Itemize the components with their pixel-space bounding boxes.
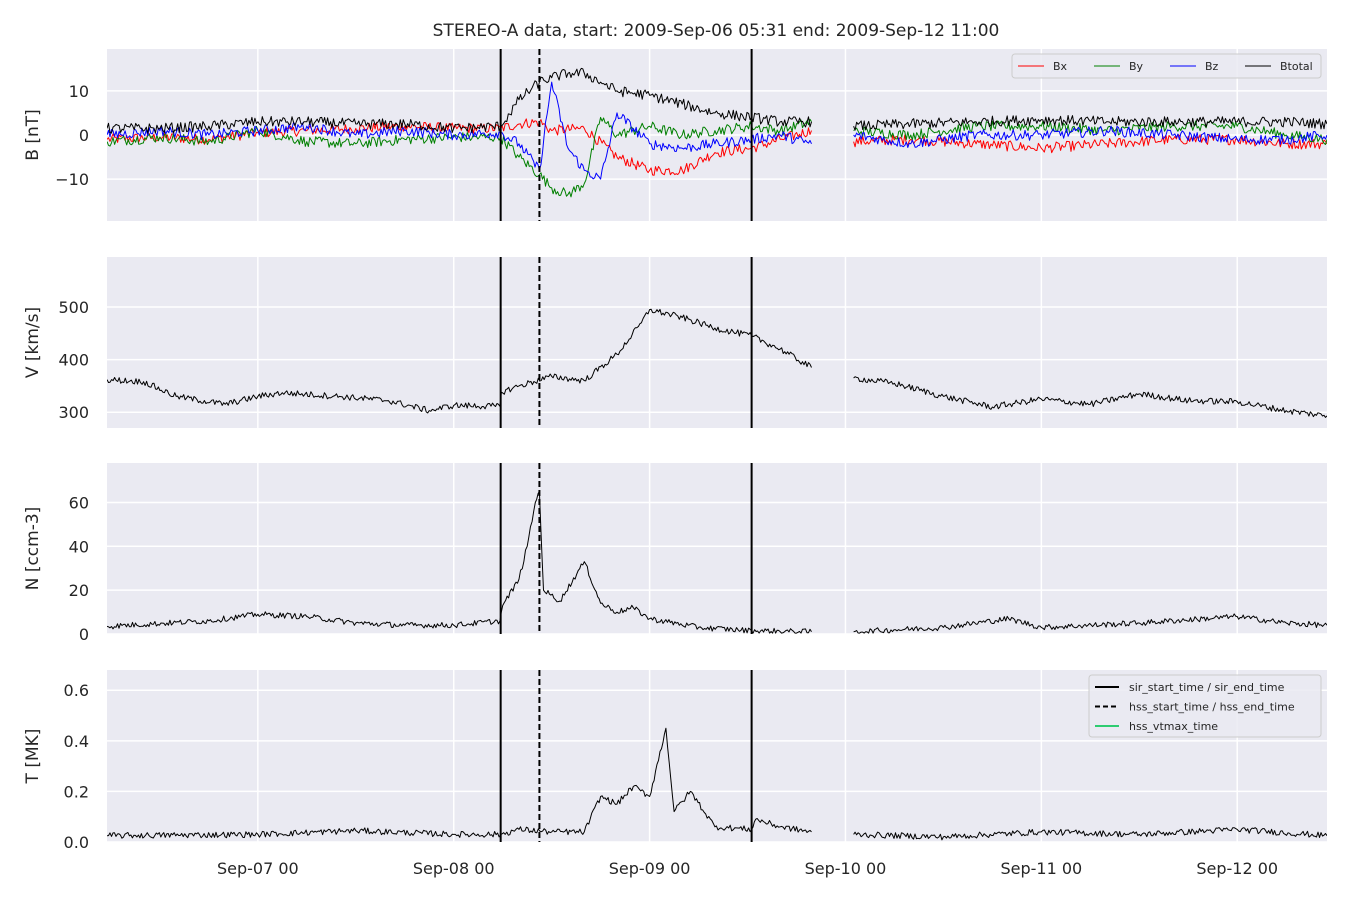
panel-4: 0.0 0.2 0.4 0.6 T [MK] sir_start_time / sir_e…: [23, 670, 1327, 852]
y-tick-label: 60: [69, 493, 89, 512]
panel-1: −10 0 10 B [nT] Bx By Bz Btotal: [23, 49, 1327, 221]
x-tick-label: Sep-12 00: [1196, 859, 1278, 878]
x-tick-label: Sep-11 00: [1000, 859, 1082, 878]
panel-background: [107, 463, 1327, 634]
y-tick-label: 300: [58, 403, 89, 422]
series-line-btotal: [107, 67, 1327, 134]
panel-background: [107, 257, 1327, 428]
series-line-by: [107, 116, 1327, 198]
legend-label: Bz: [1205, 60, 1219, 73]
legend-b-components: Bx By Bz Btotal: [1011, 53, 1322, 79]
y-axis-label: N [ccm-3]: [23, 507, 43, 591]
x-tick-label: Sep-10 00: [805, 859, 887, 878]
legend-box: [1011, 53, 1322, 79]
series-group: [107, 308, 1327, 418]
legend-label: hss_vtmax_time: [1129, 720, 1218, 733]
y-axis-label: T [MK]: [23, 729, 43, 785]
y-tick-label: 0.4: [64, 732, 89, 751]
y-tick-label: 0.0: [64, 833, 89, 852]
legend-box: [1088, 674, 1322, 738]
x-tick-label: Sep-07 00: [217, 859, 299, 878]
legend-label: sir_start_time / sir_end_time: [1129, 681, 1285, 694]
series-group: [107, 491, 1327, 634]
y-tick-label: 500: [58, 298, 89, 317]
legend-label: hss_start_time / hss_end_time: [1129, 701, 1295, 714]
series-line-data: [107, 727, 1327, 841]
y-axis-label: B [nT]: [23, 109, 43, 161]
series-group: [107, 727, 1327, 841]
y-tick-label: 0.2: [64, 782, 89, 801]
y-axis-label: V [km/s]: [23, 307, 43, 378]
series-line-data: [107, 491, 1327, 634]
y-tick-label: 400: [58, 351, 89, 370]
y-tick-label: 0: [79, 625, 89, 644]
legend-label: Bx: [1053, 60, 1068, 73]
time-axis: Sep-07 00 Sep-08 00 Sep-09 00 Sep-10 00 Sep-…: [217, 859, 1278, 878]
y-tick-label: 10: [69, 82, 89, 101]
legend-label: Btotal: [1280, 60, 1313, 73]
y-tick-label: 20: [69, 581, 89, 600]
series-line-bz: [107, 81, 1327, 180]
x-tick-label: Sep-08 00: [413, 859, 495, 878]
panel-2: 300 400 500 V [km/s]: [23, 257, 1327, 428]
y-tick-label: −10: [55, 170, 89, 189]
series-line-data: [107, 308, 1327, 418]
legend-events: sir_start_time / sir_end_time hss_start_t…: [1088, 674, 1322, 738]
y-tick-label: 0: [79, 126, 89, 145]
series-group: [107, 67, 1327, 198]
panel-3: 0 20 40 60 N [ccm-3]: [23, 463, 1327, 644]
figure-title: STEREO-A data, start: 2009-Sep-06 05:31 …: [433, 21, 1000, 41]
x-tick-label: Sep-09 00: [609, 859, 691, 878]
y-tick-label: 40: [69, 537, 89, 556]
legend-label: By: [1129, 60, 1144, 73]
y-tick-label: 0.6: [64, 681, 89, 700]
